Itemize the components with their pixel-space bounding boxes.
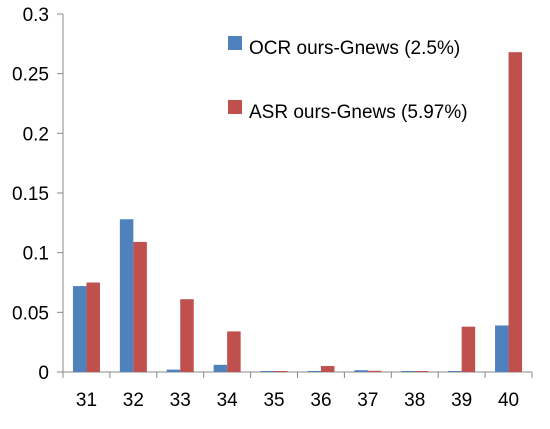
y-tick-label: 0.3 [23,5,49,26]
ocr-bar-40 [495,325,509,372]
legend: OCR ours-Gnews (2.5%) ASR ours-Gnews (5.9… [228,36,468,123]
y-tick-label: 0 [38,363,49,384]
y-tick-label: 0.2 [23,124,49,145]
y-tick-label: 0.1 [23,244,49,265]
asr-bar-35 [274,371,288,372]
x-tick-label: 32 [123,390,144,411]
y-tick-label: 0.15 [12,184,49,205]
ocr-bar-33 [166,369,181,372]
ocr-bar-34 [213,364,228,372]
asr-bar-33 [180,299,194,372]
asr-bar-38 [414,371,429,372]
bars [72,52,523,372]
x-tick-label: 36 [310,390,331,411]
x-tick-label: 31 [76,390,97,411]
asr-bar-31 [86,282,100,372]
x-tick-label: 39 [451,390,472,411]
y-tick-label: 0.05 [12,303,49,324]
ocr-bar-35 [260,371,275,372]
legend-swatch-asr [228,100,242,114]
asr-bar-39 [461,326,476,372]
ocr-bar-31 [72,286,87,372]
x-tick-label: 40 [498,390,519,411]
asr-bar-40 [508,52,523,372]
x-tick-label: 33 [170,390,191,411]
legend-swatch-ocr [228,36,242,50]
x-tick-label: 34 [217,390,239,411]
asr-bar-34 [227,331,241,372]
asr-bar-37 [367,370,382,372]
x-tick-label: 38 [404,390,425,411]
ocr-bar-39 [448,371,462,372]
y-axis: 0 0.05 0.1 0.15 0.2 0.25 0.3 [12,5,64,384]
y-tick-label: 0.25 [12,65,49,86]
asr-bar-36 [320,366,335,372]
x-tick-label: 35 [263,390,284,411]
x-axis: 31 32 33 34 35 36 37 38 39 40 [62,371,533,411]
ocr-bar-37 [354,370,368,372]
ocr-bar-38 [401,371,415,372]
x-tick-label: 37 [357,390,378,411]
asr-bar-32 [133,241,147,372]
ocr-bar-36 [307,371,321,372]
legend-label-ocr: OCR ours-Gnews (2.5%) [249,38,460,59]
ocr-bar-32 [119,219,134,372]
legend-label-asr: ASR ours-Gnews (5.97%) [249,102,468,123]
